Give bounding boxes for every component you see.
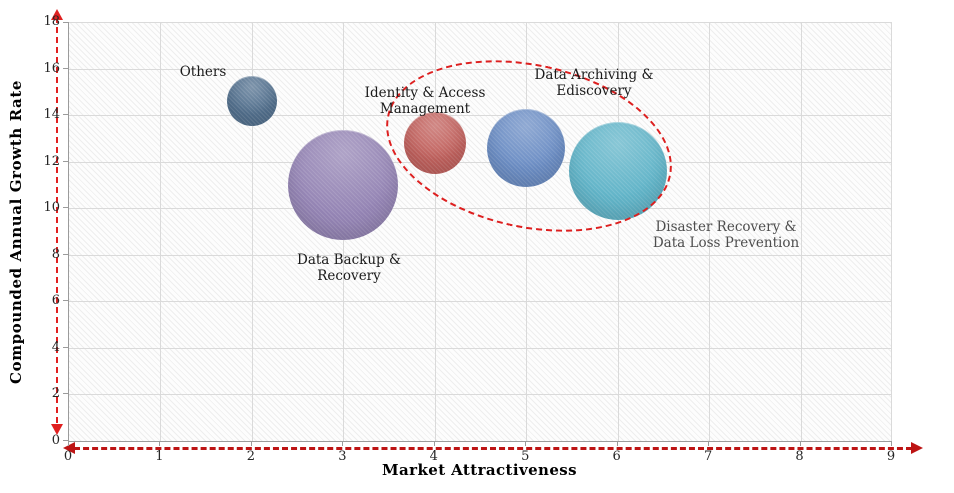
bubble-others bbox=[226, 76, 277, 127]
gridline bbox=[69, 22, 892, 23]
x-tick-label: 2 bbox=[246, 449, 256, 464]
arrow-down-icon bbox=[51, 424, 63, 435]
x-tick-mark bbox=[891, 441, 892, 446]
x-tick-label: 8 bbox=[795, 449, 804, 464]
x-tick-label: 7 bbox=[703, 449, 713, 464]
x-axis-title: Market Attractiveness bbox=[382, 461, 577, 479]
gridline bbox=[69, 161, 892, 163]
x-tick-label: 9 bbox=[886, 449, 896, 464]
x-tick-mark bbox=[525, 441, 527, 446]
y-axis-arrow-line bbox=[56, 17, 58, 433]
gridline bbox=[69, 115, 892, 117]
gridline bbox=[69, 394, 892, 396]
arrow-left-icon bbox=[63, 442, 75, 454]
y-tick-mark bbox=[63, 393, 68, 395]
arrow-up-icon bbox=[51, 9, 63, 20]
x-tick-label: 5 bbox=[521, 449, 530, 464]
y-tick-label: 14 bbox=[43, 107, 60, 123]
bubble-label-identity-access-management: Identity & Access Management bbox=[364, 85, 486, 117]
y-tick-label: 6 bbox=[51, 293, 60, 309]
x-tick-label: 4 bbox=[429, 449, 438, 464]
gridline bbox=[69, 208, 892, 210]
bubble-label-data-archiving-ediscovery: Data Archiving & Ediscovery bbox=[534, 67, 654, 99]
y-tick-label: 8 bbox=[51, 246, 60, 262]
y-tick-label: 12 bbox=[43, 153, 60, 169]
x-tick-label: 0 bbox=[63, 449, 73, 464]
gridline bbox=[709, 22, 711, 441]
x-tick-mark bbox=[68, 441, 69, 446]
gridline bbox=[526, 22, 528, 441]
bubble-identity-access-management bbox=[403, 112, 466, 175]
gridline bbox=[69, 68, 892, 70]
x-tick-mark bbox=[616, 441, 618, 446]
y-tick-label: 0 bbox=[51, 433, 60, 448]
x-tick-label: 3 bbox=[338, 449, 347, 464]
x-tick-mark bbox=[708, 441, 710, 446]
x-tick-label: 1 bbox=[155, 449, 164, 464]
y-tick-mark bbox=[63, 207, 68, 209]
x-tick-mark bbox=[250, 441, 252, 446]
x-tick-label: 6 bbox=[612, 449, 621, 464]
gridline bbox=[69, 301, 892, 303]
y-tick-label: 4 bbox=[51, 339, 60, 355]
bubble-data-backup-recovery bbox=[288, 129, 399, 240]
x-tick-mark bbox=[799, 441, 801, 446]
y-tick-mark bbox=[63, 22, 68, 23]
y-tick-label: 2 bbox=[51, 386, 60, 402]
x-tick-mark bbox=[342, 441, 344, 446]
y-tick-mark bbox=[63, 67, 68, 69]
gridline bbox=[251, 22, 253, 441]
x-tick-mark bbox=[159, 441, 161, 446]
gridline bbox=[160, 22, 162, 441]
gridline bbox=[800, 22, 802, 441]
bubble-disaster-recovery-data-loss-prevention bbox=[568, 121, 667, 220]
bubble-label-data-backup-recovery: Data Backup & Recovery bbox=[297, 252, 401, 284]
bubble-label-others: Others bbox=[179, 64, 227, 80]
gridline bbox=[69, 347, 892, 349]
x-axis-arrow-line bbox=[74, 447, 912, 450]
y-tick-mark bbox=[63, 253, 68, 255]
bubble-data-archiving-ediscovery bbox=[487, 108, 566, 187]
gridline bbox=[891, 22, 892, 441]
x-tick-mark bbox=[433, 441, 435, 446]
arrow-right-icon bbox=[911, 442, 923, 454]
gridline bbox=[617, 22, 619, 441]
gridline bbox=[69, 254, 892, 256]
y-tick-label: 10 bbox=[43, 200, 60, 216]
y-axis-title: Compounded Annual Growth Rate bbox=[7, 79, 25, 384]
y-tick-label: 16 bbox=[43, 60, 60, 76]
bubble-label-disaster-recovery-data-loss-prevention: Disaster Recovery & Data Loss Prevention bbox=[652, 219, 800, 251]
y-tick-label: 18 bbox=[43, 14, 60, 29]
y-tick-mark bbox=[63, 300, 68, 302]
y-tick-mark bbox=[63, 160, 68, 162]
y-tick-mark bbox=[63, 440, 68, 441]
y-tick-mark bbox=[63, 114, 68, 116]
gridline bbox=[434, 22, 436, 441]
y-axis-title-box: Compounded Annual Growth Rate bbox=[2, 22, 30, 441]
plot-area: Others Data Backup & Recovery Identity & Ac… bbox=[68, 22, 892, 442]
y-tick-mark bbox=[63, 346, 68, 348]
